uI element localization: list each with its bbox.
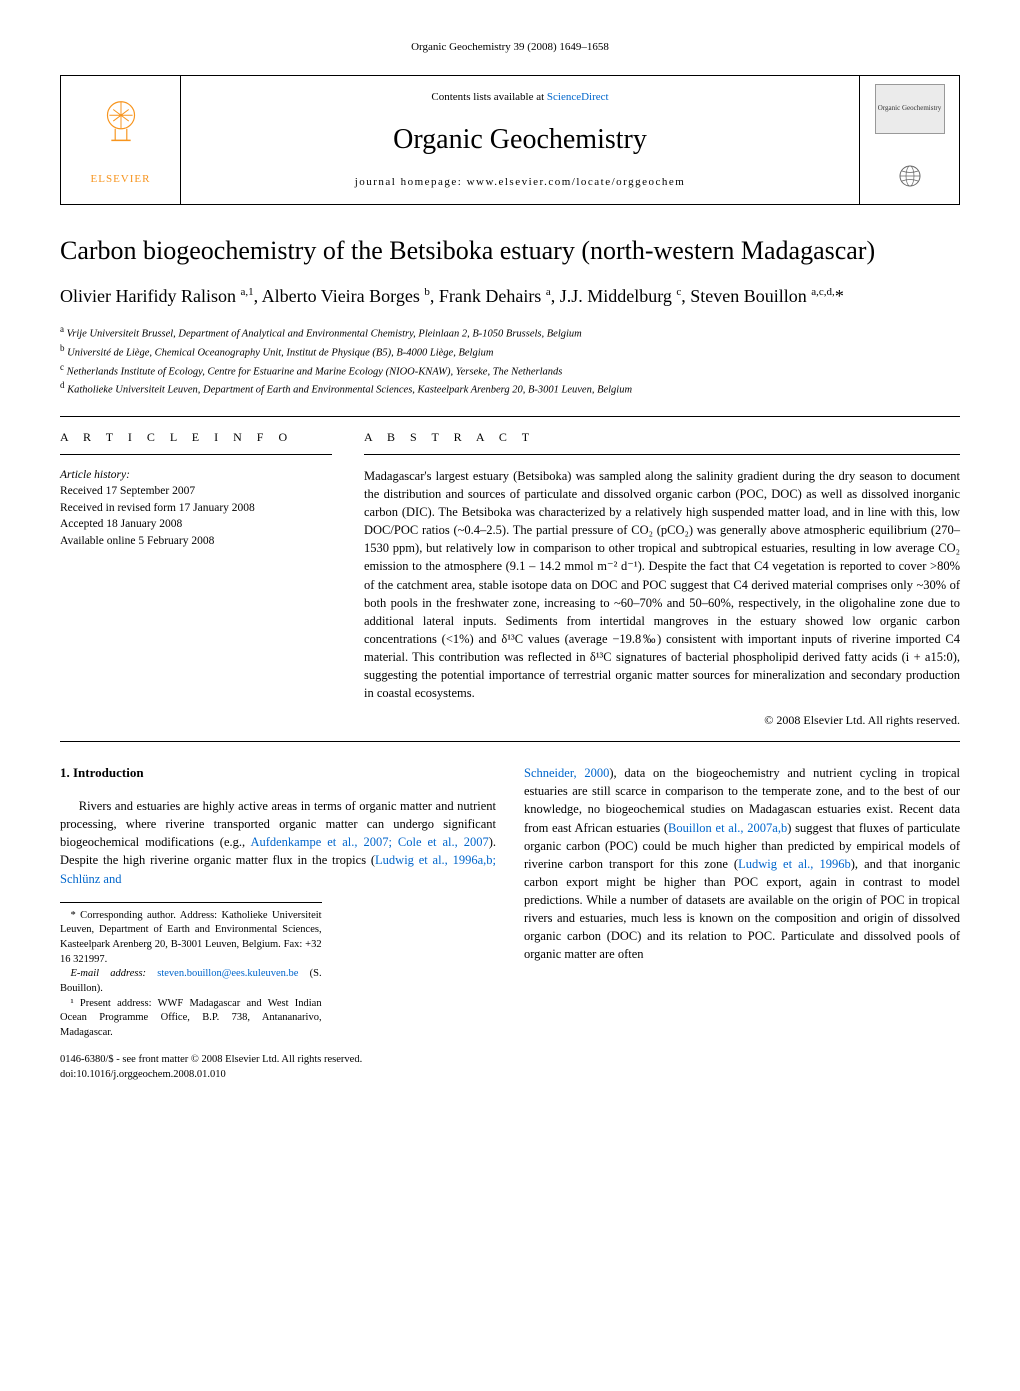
doi-line: doi:10.1016/j.orggeochem.2008.01.010 [60, 1068, 496, 1083]
journal-header-box: ELSEVIER Contents lists available at Sci… [60, 75, 960, 205]
abstract-heading: A B S T R A C T [364, 429, 960, 455]
abstract-copyright: © 2008 Elsevier Ltd. All rights reserved… [364, 712, 960, 729]
introduction-heading: 1. Introduction [60, 764, 496, 783]
journal-cover-thumbnail: Organic Geochemistry [875, 84, 945, 134]
journal-center-panel: Contents lists available at ScienceDirec… [181, 76, 859, 204]
affiliation-line: a Vrije Universiteit Brussel, Department… [60, 323, 960, 342]
globe-icon [898, 164, 922, 197]
running-header: Organic Geochemistry 39 (2008) 1649–1658 [60, 40, 960, 55]
intro-paragraph-right: Schneider, 2000), data on the biogeochem… [524, 764, 960, 963]
abstract-text: Madagascar's largest estuary (Betsiboka)… [364, 467, 960, 703]
author-email-link[interactable]: steven.bouillon@ees.kuleuven.be [157, 968, 298, 979]
history-line: Available online 5 February 2008 [60, 533, 332, 550]
article-history-label: Article history: [60, 467, 332, 483]
journal-homepage-line: journal homepage: www.elsevier.com/locat… [355, 175, 686, 190]
article-info-column: A R T I C L E I N F O Article history: R… [60, 417, 348, 741]
affiliation-line: d Katholieke Universiteit Leuven, Depart… [60, 379, 960, 398]
body-two-column: 1. Introduction Rivers and estuaries are… [60, 764, 960, 1082]
left-column: 1. Introduction Rivers and estuaries are… [60, 764, 496, 1082]
article-info-heading: A R T I C L E I N F O [60, 429, 332, 455]
history-line: Received in revised form 17 January 2008 [60, 500, 332, 517]
corresponding-author-footnote: * Corresponding author. Address: Katholi… [60, 909, 322, 968]
journal-cover-panel: Organic Geochemistry [859, 76, 959, 204]
doi-block: 0146-6380/$ - see front matter © 2008 El… [60, 1053, 496, 1082]
footnotes-block: * Corresponding author. Address: Katholi… [60, 902, 322, 1041]
affiliation-line: c Netherlands Institute of Ecology, Cent… [60, 361, 960, 380]
abstract-column: A B S T R A C T Madagascar's largest est… [348, 417, 960, 741]
journal-title: Organic Geochemistry [393, 120, 647, 159]
article-title: Carbon biogeochemistry of the Betsiboka … [60, 235, 960, 268]
info-abstract-row: A R T I C L E I N F O Article history: R… [60, 416, 960, 742]
authors-line: Olivier Harifidy Ralison a,1, Alberto Vi… [60, 284, 960, 309]
contents-available-line: Contents lists available at ScienceDirec… [431, 90, 608, 105]
email-label: E-mail address: [71, 968, 147, 979]
history-line: Received 17 September 2007 [60, 483, 332, 500]
article-history-lines: Received 17 September 2007Received in re… [60, 483, 332, 550]
history-line: Accepted 18 January 2008 [60, 516, 332, 533]
email-footnote: E-mail address: steven.bouillon@ees.kule… [60, 967, 322, 996]
affiliations-block: a Vrije Universiteit Brussel, Department… [60, 323, 960, 398]
intro-paragraph-left: Rivers and estuaries are highly active a… [60, 797, 496, 888]
contents-prefix: Contents lists available at [431, 91, 546, 103]
right-column: Schneider, 2000), data on the biogeochem… [524, 764, 960, 1082]
elsevier-label: ELSEVIER [91, 172, 151, 187]
elsevier-logo: ELSEVIER [61, 76, 181, 204]
present-address-footnote: ¹ Present address: WWF Madagascar and We… [60, 997, 322, 1041]
sciencedirect-link[interactable]: ScienceDirect [547, 91, 609, 103]
elsevier-tree-icon [92, 94, 150, 170]
front-matter-line: 0146-6380/$ - see front matter © 2008 El… [60, 1053, 496, 1068]
affiliation-line: b Université de Liège, Chemical Oceanogr… [60, 342, 960, 361]
